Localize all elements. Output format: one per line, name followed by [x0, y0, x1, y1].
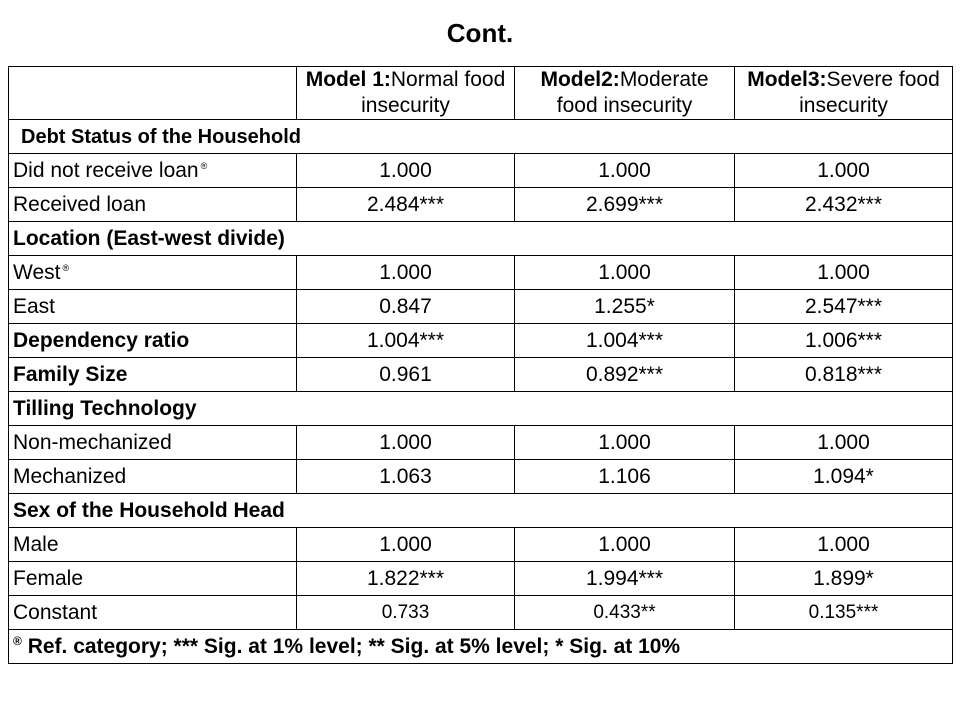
model1-value: 0.847 [296, 289, 515, 324]
model2-value: 1.000 [514, 527, 735, 562]
row-label: Constant [8, 595, 297, 630]
model3-value: 2.432*** [734, 187, 953, 222]
row-label: Did not receive loan ® [8, 153, 297, 188]
row-label: Female [8, 561, 297, 596]
section-debt-label: Debt Status of the Household [8, 119, 953, 154]
table-row-west: West ® 1.000 1.000 1.000 [8, 255, 953, 290]
table-row-dependency-ratio: Dependency ratio 1.004*** 1.004*** 1.006… [8, 323, 953, 358]
footnote-row: ® Ref. category; *** Sig. at 1% level; *… [8, 629, 953, 664]
section-tilling-label: Tilling Technology [8, 391, 953, 426]
footnote-text: Ref. category; *** Sig. at 1% level; ** … [27, 634, 681, 658]
table-row-constant: Constant 0.733 0.433** 0.135*** [8, 595, 953, 630]
footnote: ® Ref. category; *** Sig. at 1% level; *… [8, 629, 953, 664]
model1-value: 1.063 [296, 459, 515, 494]
header-model2-strong: Model2: [540, 68, 620, 91]
table-row-mechanized: Mechanized 1.063 1.106 1.094* [8, 459, 953, 494]
row-label: Received loan [8, 187, 297, 222]
model2-value: 1.106 [514, 459, 735, 494]
model1-value: 1.000 [296, 153, 515, 188]
model3-value: 1.000 [734, 255, 953, 290]
header-model3-rest: Severe food insecurity [799, 68, 940, 117]
section-row-tilling: Tilling Technology [8, 391, 953, 426]
model2-value: 1.255* [514, 289, 735, 324]
model3-value: 2.547*** [734, 289, 953, 324]
model3-value: 0.135*** [734, 595, 953, 630]
reference-mark: ® [13, 633, 22, 648]
table-row-male: Male 1.000 1.000 1.000 [8, 527, 953, 562]
model3-value: 0.818*** [734, 357, 953, 392]
model3-value: 1.094* [734, 459, 953, 494]
row-label: Mechanized [8, 459, 297, 494]
row-label-text: West [13, 260, 61, 284]
header-model2: Model2:Moderate food insecurity [514, 66, 735, 120]
section-location-label: Location (East-west divide) [8, 221, 953, 256]
table-row-no-loan: Did not receive loan ® 1.000 1.000 1.000 [8, 153, 953, 188]
model3-value: 1.006*** [734, 323, 953, 358]
model2-value: 1.994*** [514, 561, 735, 596]
table-row-family-size: Family Size 0.961 0.892*** 0.818*** [8, 357, 953, 392]
header-model1: Model 1:Normal food insecurity [296, 66, 515, 120]
table-row-non-mechanized: Non-mechanized 1.000 1.000 1.000 [8, 425, 953, 460]
table-row-received-loan: Received loan 2.484*** 2.699*** 2.432*** [8, 187, 953, 222]
model2-value: 1.000 [514, 153, 735, 188]
model2-value: 0.433** [514, 595, 735, 630]
model1-value: 0.961 [296, 357, 515, 392]
header-model3-strong: Model3: [747, 68, 827, 91]
model1-value: 2.484*** [296, 187, 515, 222]
model1-value: 1.000 [296, 425, 515, 460]
model1-value: 1.000 [296, 527, 515, 562]
section-sex-label: Sex of the Household Head [8, 493, 953, 528]
row-label: Male [8, 527, 297, 562]
model1-value: 1.004*** [296, 323, 515, 358]
row-label: Dependency ratio [8, 323, 297, 358]
model2-value: 1.004*** [514, 323, 735, 358]
row-label: East [8, 289, 297, 324]
reference-mark: ® [200, 160, 208, 171]
row-label: Family Size [8, 357, 297, 392]
model2-value: 2.699*** [514, 187, 735, 222]
header-empty-cell [8, 66, 297, 120]
table-row-female: Female 1.822*** 1.994*** 1.899* [8, 561, 953, 596]
row-label-text: Did not receive loan [13, 158, 199, 182]
model2-value: 1.000 [514, 255, 735, 290]
section-row-sex: Sex of the Household Head [8, 493, 953, 528]
header-model2-rest: Moderate food insecurity [556, 68, 709, 117]
model3-value: 1.000 [734, 153, 953, 188]
header-model3: Model3:Severe food insecurity [734, 66, 953, 120]
model3-value: 1.000 [734, 527, 953, 562]
row-label: West ® [8, 255, 297, 290]
section-row-location: Location (East-west divide) [8, 221, 953, 256]
reference-mark: ® [62, 262, 70, 273]
table-row-east: East 0.847 1.255* 2.547*** [8, 289, 953, 324]
section-row-debt: Debt Status of the Household [8, 119, 953, 154]
results-table: Model 1:Normal food insecurity Model2:Mo… [8, 66, 953, 664]
model2-value: 1.000 [514, 425, 735, 460]
slide-title: Cont. [446, 18, 514, 48]
model3-value: 1.000 [734, 425, 953, 460]
model1-value: 1.000 [296, 255, 515, 290]
model2-value: 0.892*** [514, 357, 735, 392]
model1-value: 1.822*** [296, 561, 515, 596]
model1-value: 0.733 [296, 595, 515, 630]
header-model1-strong: Model 1: [305, 68, 391, 91]
table-header-row: Model 1:Normal food insecurity Model2:Mo… [8, 66, 953, 120]
model3-value: 1.899* [734, 561, 953, 596]
header-model1-rest: Normal food insecurity [361, 68, 506, 117]
row-label: Non-mechanized [8, 425, 297, 460]
